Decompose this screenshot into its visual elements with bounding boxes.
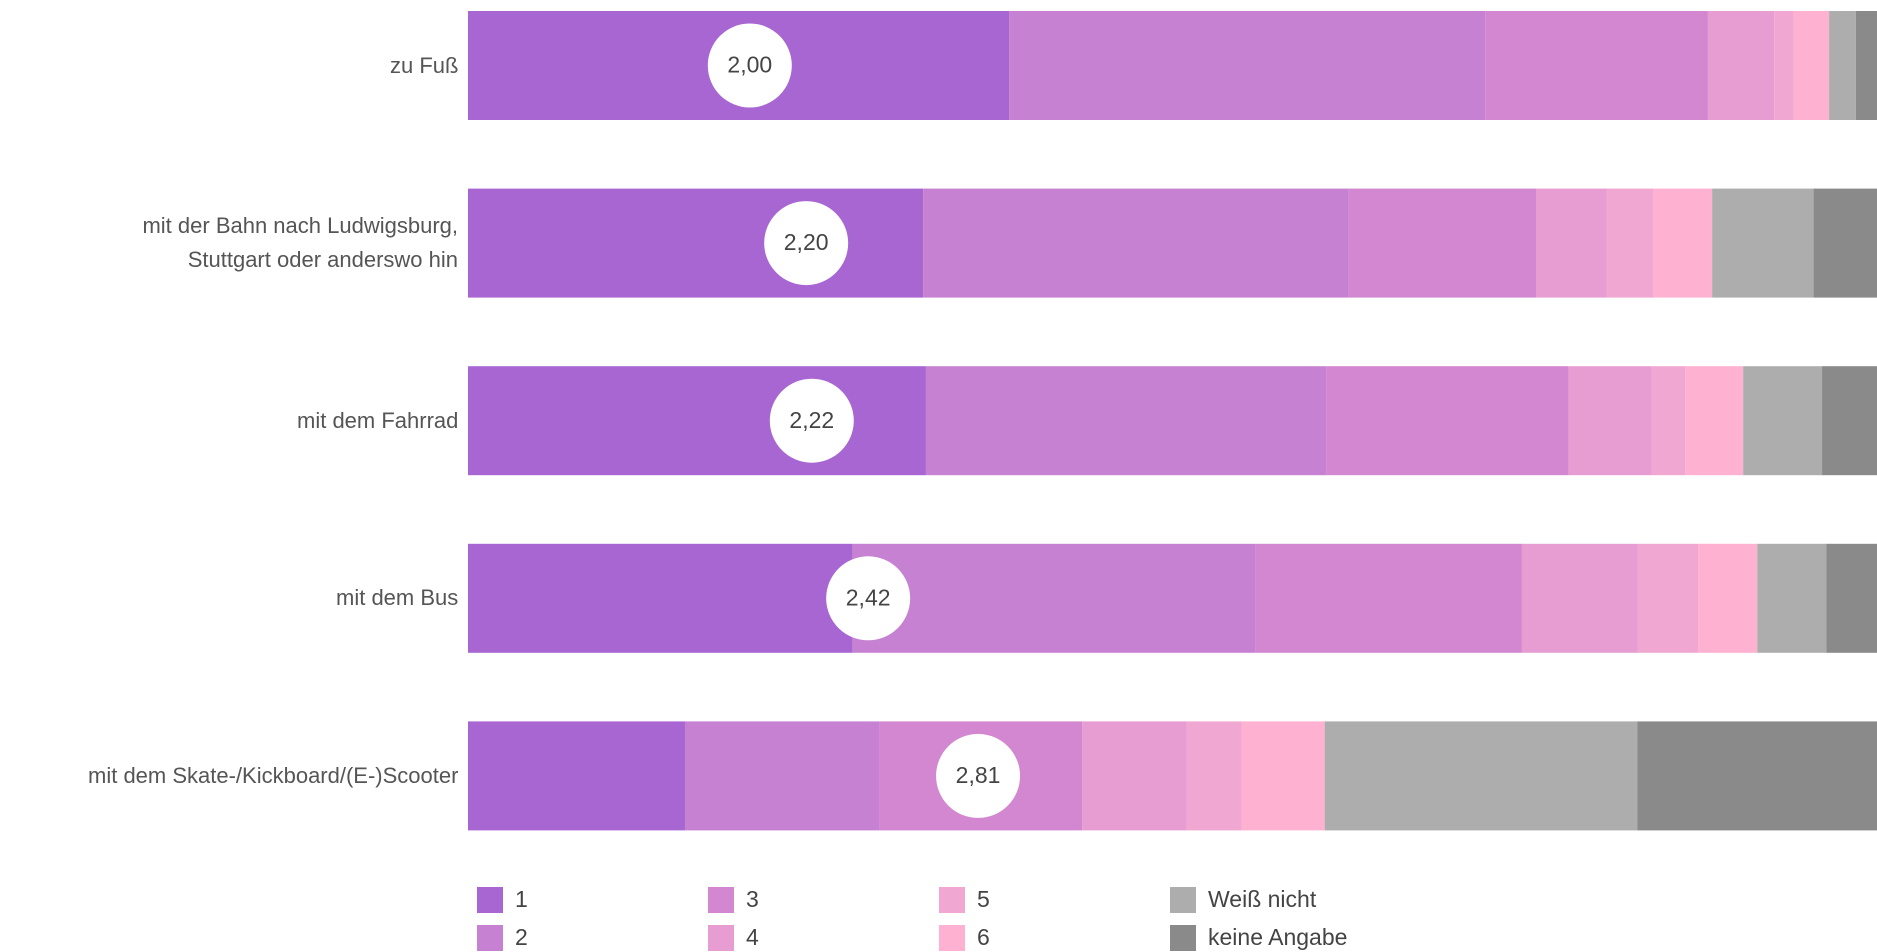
bar-segment <box>468 721 685 831</box>
bar-segment <box>923 188 1349 298</box>
mean-label: 2,22 <box>789 407 834 433</box>
bar-segment <box>1637 543 1699 653</box>
bar-segment <box>1637 721 1877 831</box>
bar-segment <box>1793 11 1830 120</box>
y-tick-label: zu Fuß <box>390 52 459 78</box>
legend-label: keine Angabe <box>1208 924 1347 950</box>
bar-segment <box>1826 543 1877 653</box>
bar-segment <box>468 366 926 476</box>
bar-segment <box>684 721 880 831</box>
legend-swatch <box>1170 925 1196 951</box>
mean-label: 2,42 <box>846 584 891 610</box>
legend-label: 2 <box>515 924 528 950</box>
legend-swatch <box>708 925 734 951</box>
mean-marker <box>707 23 792 108</box>
legend-label: 6 <box>977 924 990 950</box>
bar-segment <box>1009 11 1486 120</box>
bar-segment <box>1186 721 1242 831</box>
legend-label: 3 <box>746 886 759 912</box>
mean-marker <box>936 733 1021 818</box>
bar-segment <box>1855 11 1877 120</box>
bar-segment <box>1813 188 1877 298</box>
bar-segment <box>1743 366 1823 476</box>
mean-label: 2,81 <box>956 762 1001 788</box>
bar-segment <box>1651 366 1686 476</box>
bar-segment <box>1757 543 1827 653</box>
mean-label: 2,20 <box>784 229 829 255</box>
bar-segment <box>468 543 853 653</box>
bar-segment <box>1241 721 1325 831</box>
legend-swatch <box>1170 887 1196 913</box>
y-tick-label: mit dem Skate-/Kickboard/(E-)Scooter <box>88 762 459 788</box>
legend-label: 5 <box>977 886 990 912</box>
bar-segment <box>852 543 1256 653</box>
legend-label: Weiß nicht <box>1208 886 1317 912</box>
bar-segment <box>1536 188 1607 298</box>
bar-segment <box>1521 543 1638 653</box>
y-tick-label: mit dem Bus <box>336 585 459 611</box>
bar-segment <box>1348 188 1537 298</box>
legend-label: 1 <box>515 886 528 912</box>
bar-segment <box>1568 366 1652 476</box>
legend-swatch <box>477 925 503 951</box>
legend-swatch <box>477 887 503 913</box>
bar-segment <box>468 188 924 298</box>
y-tick-label: mit dem Fahrrad <box>297 407 459 433</box>
bar-segment <box>1822 366 1877 476</box>
bar-segment <box>1255 543 1522 653</box>
bar-segment <box>1707 11 1775 120</box>
bar-segment <box>1485 11 1708 120</box>
bar-segment <box>1326 366 1569 476</box>
mean-label: 2,00 <box>727 52 772 78</box>
legend-label: 4 <box>746 924 759 950</box>
mean-marker <box>769 378 854 463</box>
bar-segment <box>1829 11 1856 120</box>
y-tick-label: mit der Bahn nach Ludwigsburg, Stuttgart… <box>142 213 458 273</box>
bar-segment <box>1685 366 1744 476</box>
bar-segment <box>1712 188 1814 298</box>
mean-marker <box>764 201 849 286</box>
bar-segment <box>1324 721 1638 831</box>
legend-swatch <box>708 887 734 913</box>
bar-segment <box>1606 188 1653 298</box>
mean-marker <box>826 556 911 641</box>
bar-segment <box>925 366 1327 476</box>
legend-swatch <box>939 887 965 913</box>
bar-segment <box>1698 543 1758 653</box>
bar-segment <box>1082 721 1187 831</box>
bar-segment <box>1774 11 1794 120</box>
bar-segment <box>1652 188 1713 298</box>
legend-swatch <box>939 925 965 951</box>
